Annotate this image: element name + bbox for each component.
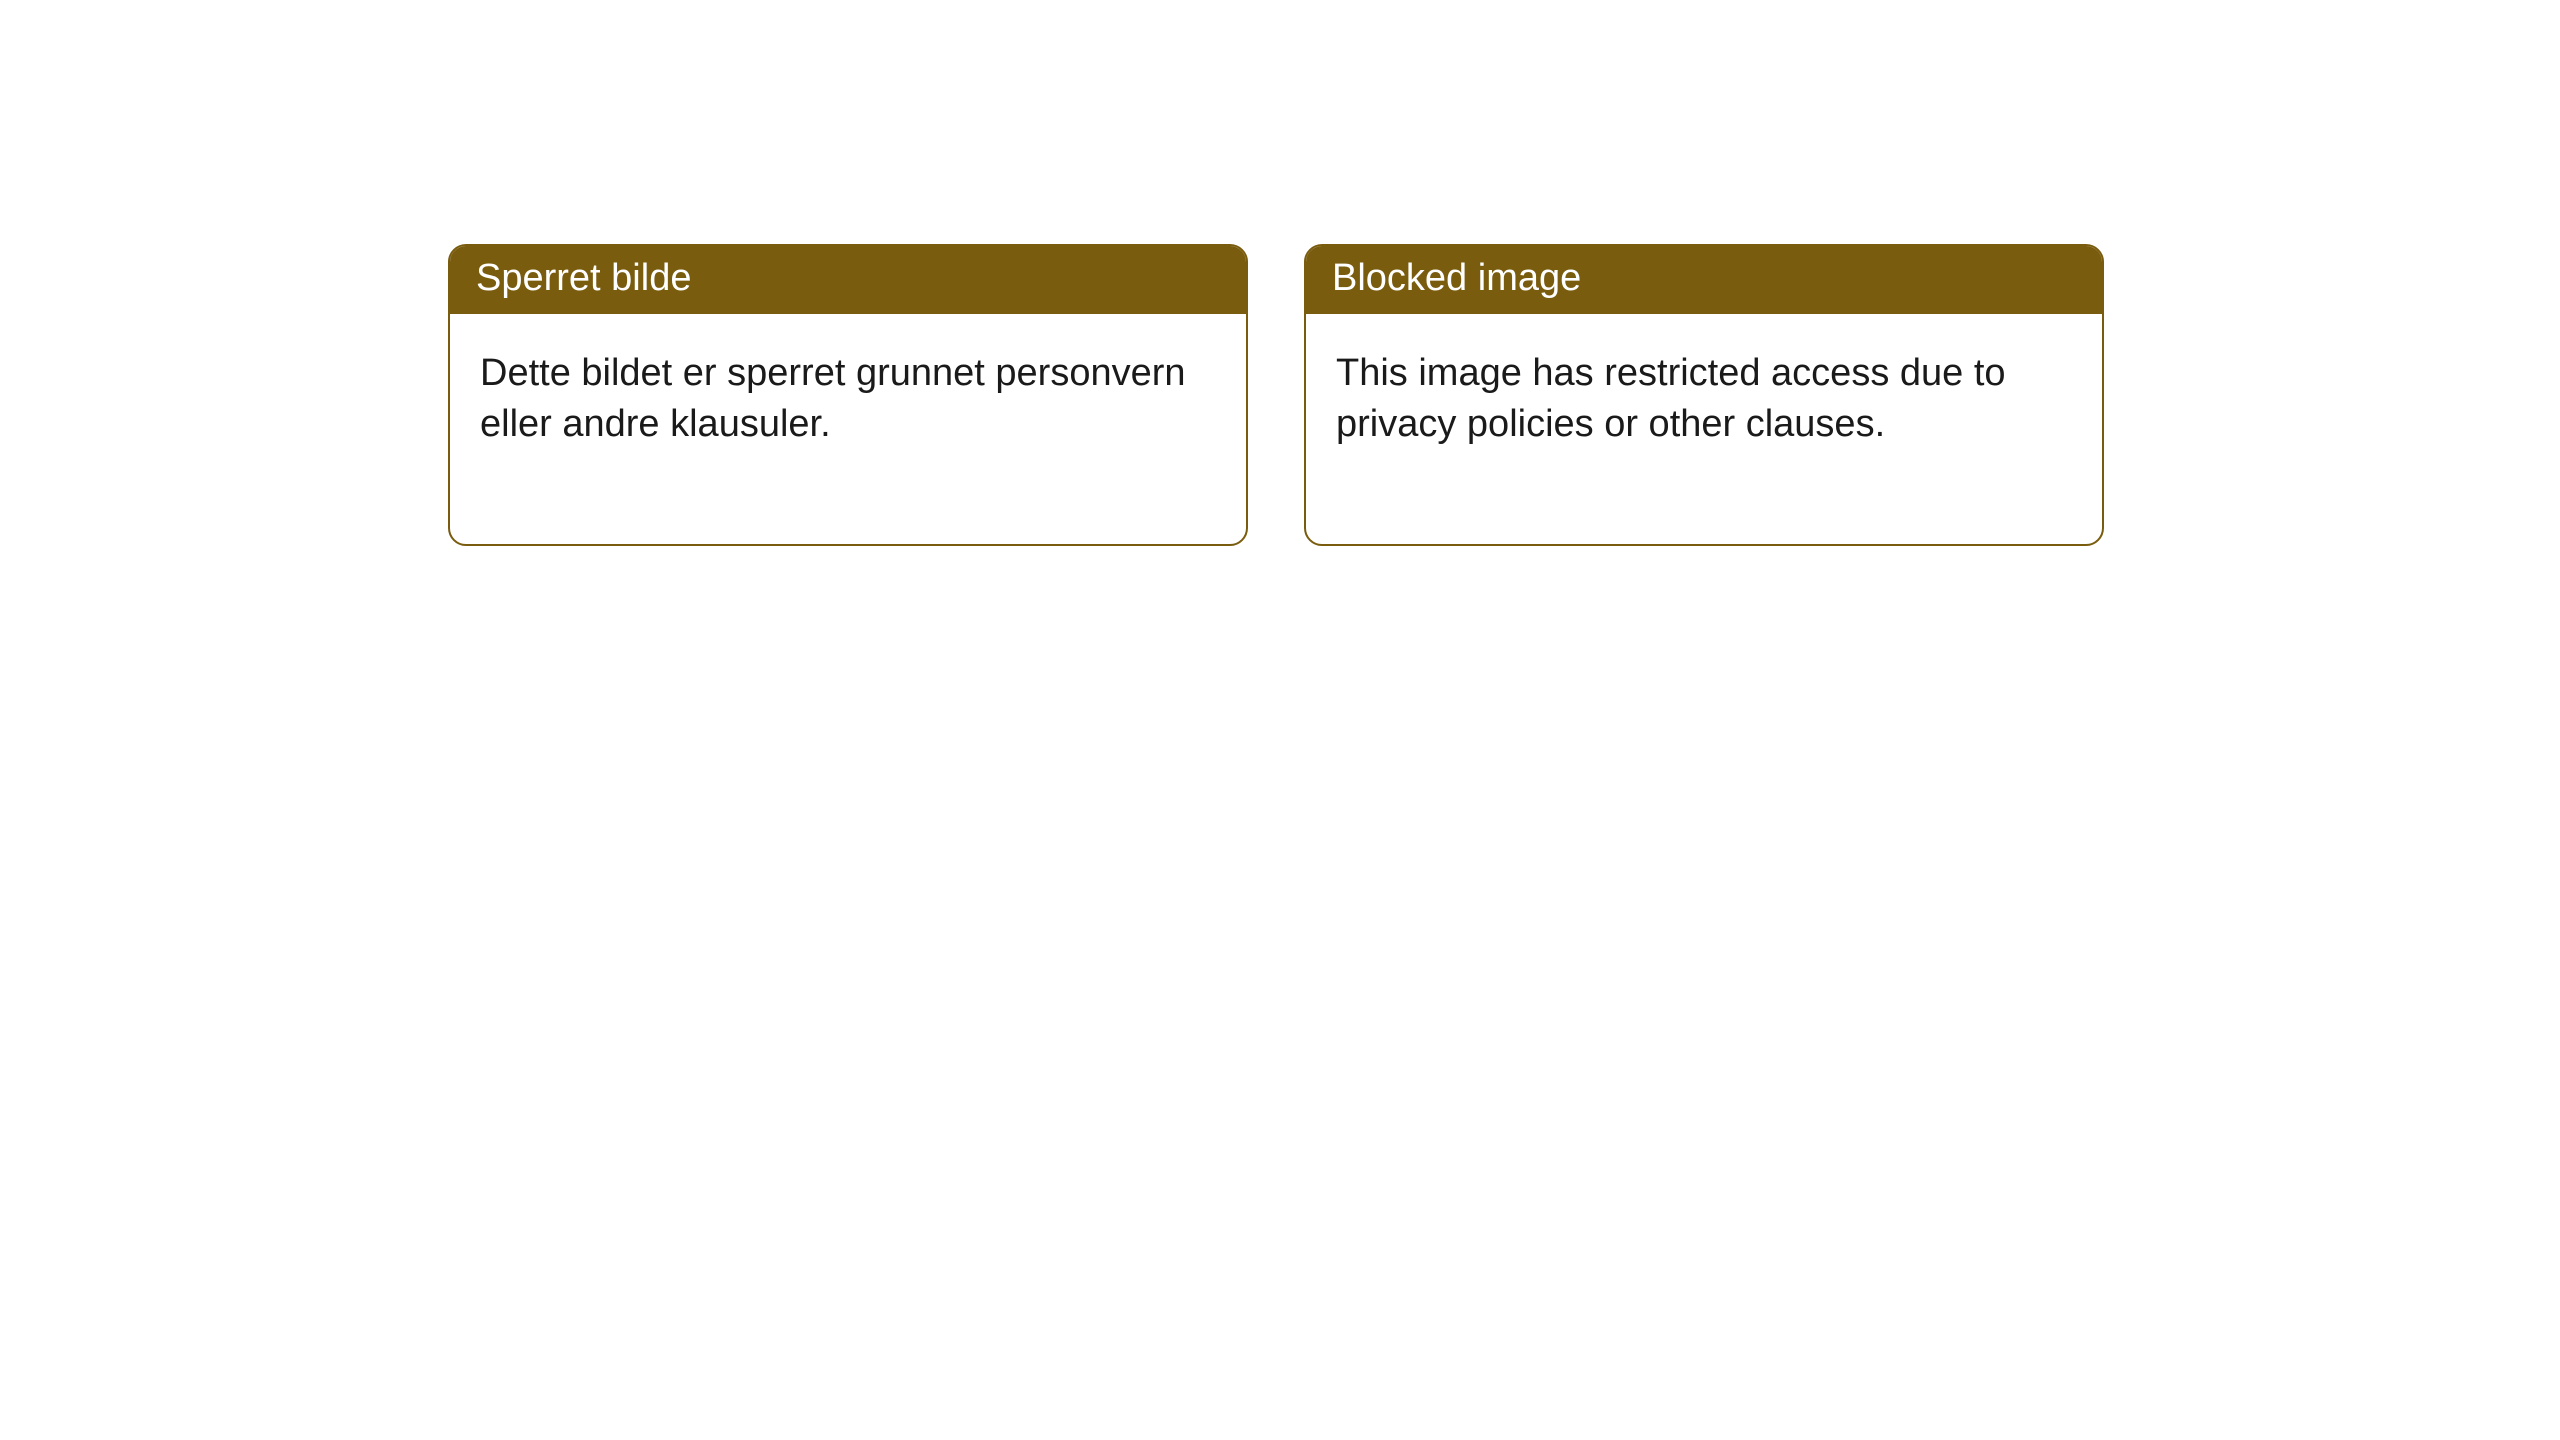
panel-header-en: Blocked image: [1306, 246, 2102, 314]
panel-body-en: This image has restricted access due to …: [1306, 314, 2102, 544]
notice-container: Sperret bilde Dette bildet er sperret gr…: [0, 0, 2560, 546]
notice-panel-en: Blocked image This image has restricted …: [1304, 244, 2104, 546]
panel-body-no: Dette bildet er sperret grunnet personve…: [450, 314, 1246, 544]
notice-panel-no: Sperret bilde Dette bildet er sperret gr…: [448, 244, 1248, 546]
panel-header-no: Sperret bilde: [450, 246, 1246, 314]
